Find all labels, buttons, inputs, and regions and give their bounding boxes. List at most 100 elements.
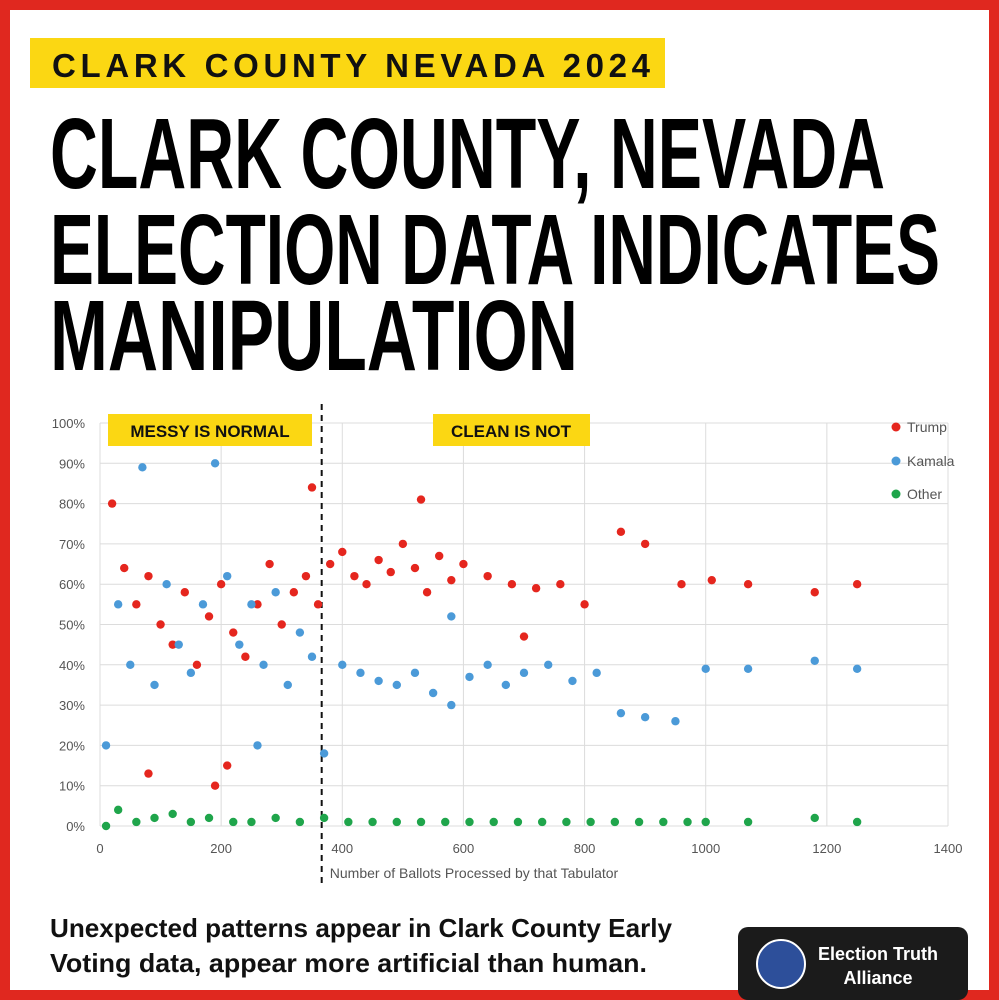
y-tick-label: 60% <box>59 577 85 592</box>
point <box>150 813 159 823</box>
point <box>416 817 426 827</box>
point <box>610 817 620 827</box>
point <box>295 628 305 637</box>
point <box>374 676 383 686</box>
point <box>392 817 401 827</box>
point <box>640 712 650 722</box>
point <box>229 628 238 637</box>
point <box>168 809 177 819</box>
point <box>301 571 311 581</box>
point <box>192 660 202 669</box>
point <box>544 660 553 669</box>
point <box>307 483 317 492</box>
point <box>113 600 123 609</box>
x-axis-label: Number of Ballots Processed by that Tabu… <box>330 865 619 881</box>
point <box>132 817 141 827</box>
point <box>120 563 129 573</box>
point <box>186 817 196 827</box>
point <box>259 660 268 669</box>
point <box>283 680 292 690</box>
point <box>537 817 547 827</box>
caption: Voting data, appear more artificial than… <box>50 948 647 978</box>
point <box>707 575 716 585</box>
point <box>107 499 117 508</box>
y-tick-label: 80% <box>59 497 85 512</box>
point <box>138 463 147 472</box>
point <box>852 664 862 674</box>
y-tick-label: 90% <box>59 456 85 471</box>
point <box>683 817 692 827</box>
point <box>174 640 183 649</box>
x-tick-label: 1400 <box>934 841 963 856</box>
point <box>150 680 159 690</box>
point <box>338 547 347 557</box>
x-tick-label: 200 <box>210 841 232 856</box>
point <box>113 805 123 815</box>
y-tick-label: 100% <box>52 416 86 431</box>
point <box>210 459 220 468</box>
chart: 0% 10% 20% 30% 40% 50% 60% 70% 80% 90% 100% 0 200 400… <box>52 404 963 888</box>
point <box>216 580 226 589</box>
legend-label: Trump <box>907 419 947 435</box>
x-tick-label: 800 <box>574 841 596 856</box>
point <box>483 660 492 669</box>
point <box>386 567 395 577</box>
point <box>229 817 238 827</box>
point <box>677 580 686 589</box>
point <box>616 708 626 718</box>
point <box>126 660 135 669</box>
point <box>271 588 280 597</box>
point <box>416 495 426 504</box>
badge-logo <box>756 939 806 989</box>
point <box>186 668 196 678</box>
legend-marker <box>891 489 901 499</box>
point <box>743 817 753 827</box>
point <box>810 656 819 665</box>
point <box>634 817 644 827</box>
point <box>398 539 408 549</box>
point <box>441 817 450 827</box>
point <box>235 640 244 649</box>
point <box>465 817 474 827</box>
point <box>435 551 444 561</box>
legend-label: Kamala <box>907 453 955 469</box>
legend-label: Other <box>907 486 942 502</box>
y-tick-label: 40% <box>59 658 85 673</box>
point <box>223 761 232 770</box>
point <box>101 741 111 750</box>
point <box>701 817 710 827</box>
point <box>562 817 571 827</box>
point <box>307 652 317 661</box>
point <box>374 555 383 565</box>
point <box>210 781 220 790</box>
point <box>580 600 589 609</box>
y-tick-label: 70% <box>59 537 85 552</box>
point <box>810 588 819 597</box>
point <box>362 580 371 589</box>
point <box>368 817 377 827</box>
headline: MANIPULATION <box>50 280 578 392</box>
point <box>616 527 626 537</box>
badge-text: Election Truth <box>818 944 938 964</box>
point <box>592 668 601 678</box>
point <box>501 680 511 690</box>
point <box>168 640 177 649</box>
point <box>101 821 111 831</box>
headline: ELECTION DATA INDICATES <box>50 194 940 306</box>
point <box>156 620 165 629</box>
point <box>198 600 208 609</box>
point <box>319 749 329 758</box>
point <box>344 817 353 827</box>
point <box>223 571 232 581</box>
annotation-box <box>433 414 590 446</box>
point <box>277 620 286 629</box>
legend-marker <box>891 422 901 432</box>
point <box>162 580 171 589</box>
point <box>410 563 420 573</box>
point <box>586 817 595 827</box>
point <box>519 632 529 641</box>
point <box>852 580 862 589</box>
point <box>204 612 214 621</box>
